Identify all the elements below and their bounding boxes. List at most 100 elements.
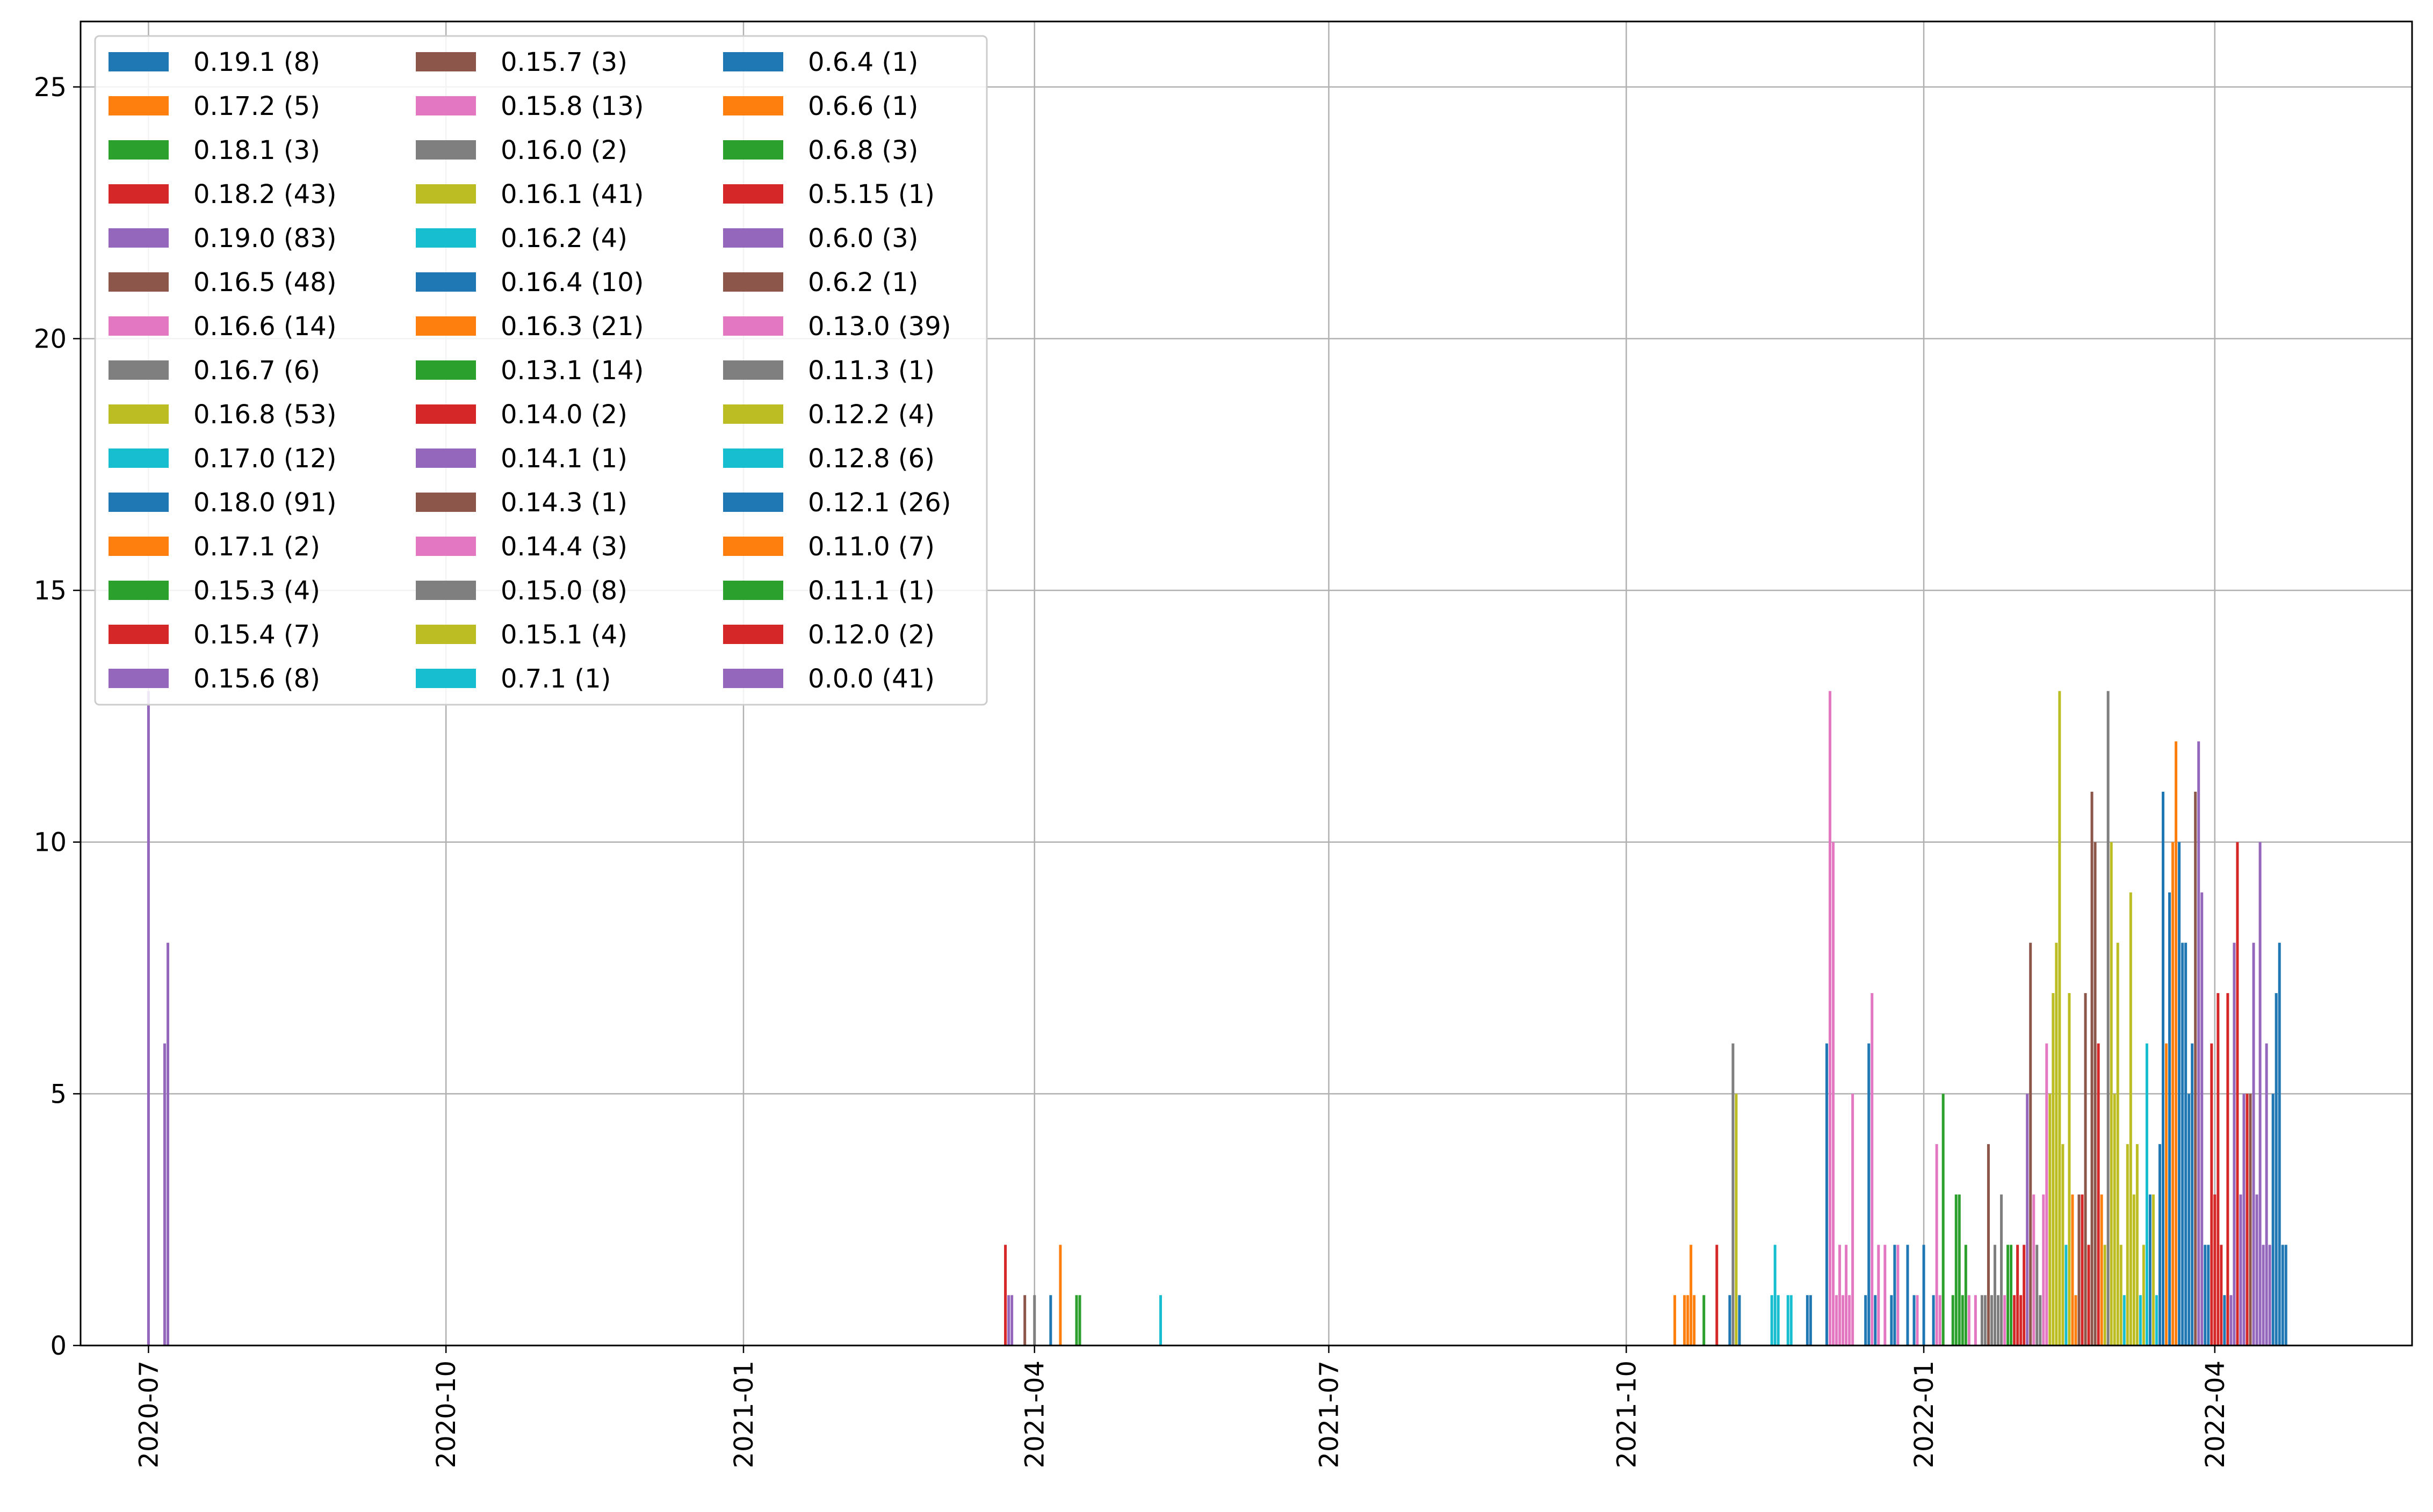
bar [1864, 1295, 1867, 1345]
legend-swatch [723, 316, 783, 336]
bar [1997, 1295, 2000, 1345]
bar [1059, 1245, 1062, 1345]
bar [2197, 741, 2200, 1345]
legend-label: 0.6.6 (1) [808, 91, 918, 121]
bar [2184, 943, 2187, 1345]
bar [2262, 1245, 2265, 1345]
bar [1786, 1295, 1789, 1345]
bar [1738, 1295, 1741, 1345]
bar [2119, 1245, 2122, 1345]
bar [1893, 1245, 1896, 1345]
bar [2077, 1194, 2081, 1345]
bar [2100, 1194, 2103, 1345]
bar [1883, 1245, 1887, 1345]
bar [2258, 842, 2262, 1345]
bar [1075, 1295, 1078, 1345]
bar [2113, 1094, 2116, 1345]
x-tick-label: 2021-10 [1612, 1361, 1642, 1468]
bar [1890, 1295, 1893, 1345]
legend-label: 0.18.2 (43) [193, 179, 336, 209]
legend-swatch [109, 625, 169, 644]
bar [2226, 993, 2229, 1345]
y-axis: 0 5 10 15 20 25 [34, 73, 81, 1361]
legend-swatch [109, 493, 169, 512]
bar [1728, 1295, 1731, 1345]
legend-swatch [109, 272, 169, 292]
bar [2229, 1295, 2233, 1345]
bar [2142, 1245, 2145, 1345]
bar [2048, 1094, 2052, 1345]
bar [2213, 1194, 2217, 1345]
bar [2255, 1194, 2258, 1345]
legend-label: 0.18.0 (91) [193, 488, 336, 518]
bar [2061, 1144, 2064, 1345]
bar [1990, 1295, 1993, 1345]
legend-swatch [109, 52, 169, 71]
legend-swatch [416, 669, 476, 688]
legend-swatch [416, 625, 476, 644]
y-tick-label: 20 [34, 324, 67, 354]
bar [2233, 943, 2236, 1345]
bar [2148, 1194, 2152, 1345]
bar [2058, 691, 2061, 1345]
y-tick-label: 15 [34, 576, 67, 606]
legend-swatch [109, 581, 169, 600]
bar [1964, 1245, 1967, 1345]
bar [2103, 1245, 2106, 1345]
legend-label: 0.15.8 (13) [501, 91, 644, 121]
legend-label: 0.16.5 (48) [193, 267, 336, 298]
bar [2023, 1245, 2026, 1345]
bar [1877, 1245, 1880, 1345]
bar [2087, 1245, 2090, 1345]
bar [1078, 1295, 1081, 1345]
legend-label: 0.17.0 (12) [193, 444, 336, 474]
x-tick-label: 2021-04 [1020, 1361, 1050, 1468]
bar [2019, 1295, 2023, 1345]
bar [1033, 1295, 1036, 1345]
legend-swatch [723, 96, 783, 115]
bar [1916, 1295, 1919, 1345]
legend-label: 0.6.0 (3) [808, 223, 918, 254]
legend-label: 0.16.3 (21) [501, 312, 644, 342]
bar [1683, 1295, 1686, 1345]
bar [1806, 1295, 1809, 1345]
bar [2281, 1245, 2284, 1345]
legend-label: 0.17.1 (2) [193, 532, 320, 562]
bar [2074, 1295, 2077, 1345]
bar [1777, 1295, 1780, 1345]
legend-swatch [416, 96, 476, 115]
legend-swatch [416, 316, 476, 336]
bar [2239, 1194, 2242, 1345]
bar [1702, 1295, 1706, 1345]
bar [1938, 1295, 1941, 1345]
x-tick-label: 2021-01 [729, 1361, 759, 1468]
bar [2165, 1043, 2168, 1345]
bar [1958, 1194, 1961, 1345]
bar [1851, 1094, 1854, 1345]
bar [2194, 792, 2197, 1345]
bar [1922, 1245, 1925, 1345]
bar [1951, 1295, 1954, 1345]
bar [2152, 1194, 2155, 1345]
bar [2268, 1245, 2271, 1345]
bar [2175, 741, 2178, 1345]
legend-swatch [416, 272, 476, 292]
legend-swatch [416, 184, 476, 204]
legend-swatch [723, 360, 783, 380]
bar [1838, 1245, 1842, 1345]
x-tick-label: 2022-01 [1909, 1361, 1939, 1468]
legend-label: 0.15.6 (8) [193, 664, 320, 694]
legend-label: 0.16.1 (41) [501, 179, 644, 209]
bar [2090, 792, 2093, 1345]
bar [1832, 842, 1835, 1345]
bar [2116, 943, 2119, 1345]
legend-label: 0.16.0 (2) [501, 135, 627, 165]
bar [2139, 1295, 2142, 1345]
bar [2223, 1295, 2226, 1345]
bar [2093, 842, 2097, 1345]
bar [1980, 1295, 1983, 1345]
bar [2168, 892, 2171, 1345]
legend-swatch [416, 493, 476, 512]
bar [1049, 1295, 1052, 1345]
legend-label: 0.15.0 (8) [501, 576, 627, 606]
